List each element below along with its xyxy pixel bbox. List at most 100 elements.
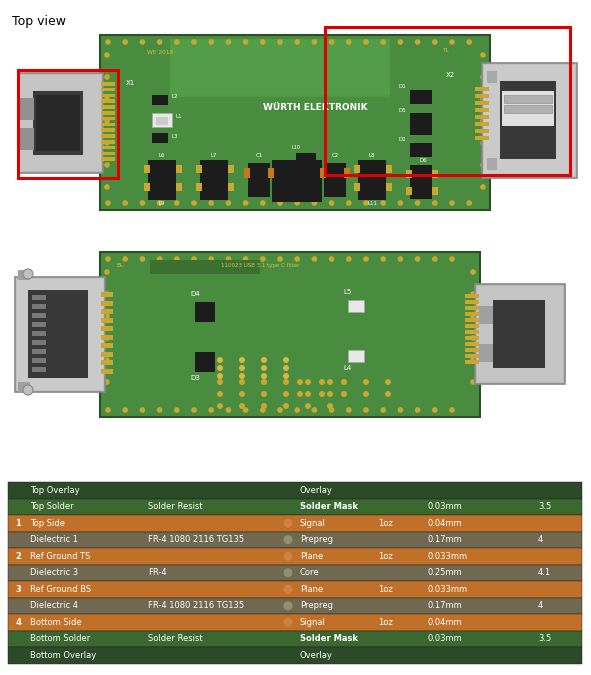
Bar (475, 284, 565, 384)
Circle shape (284, 535, 293, 544)
Circle shape (283, 379, 289, 385)
Circle shape (217, 391, 223, 397)
Circle shape (139, 407, 145, 413)
Circle shape (311, 39, 317, 45)
Bar (272, 160, 322, 202)
Circle shape (122, 256, 128, 262)
Text: 1oz: 1oz (378, 618, 393, 627)
Bar (477, 286, 563, 382)
Circle shape (104, 97, 110, 102)
Bar (228, 183, 234, 191)
Text: Ref Ground BS: Ref Ground BS (30, 585, 91, 594)
Circle shape (105, 407, 111, 413)
Circle shape (480, 118, 486, 124)
Circle shape (466, 39, 472, 45)
Text: 3.5: 3.5 (538, 502, 551, 511)
Bar (32, 313, 46, 318)
Bar (465, 354, 479, 358)
Bar (32, 322, 46, 327)
Circle shape (363, 407, 369, 413)
Bar (479, 344, 493, 362)
Bar (475, 115, 489, 119)
Circle shape (363, 379, 369, 385)
Circle shape (449, 39, 455, 45)
Circle shape (226, 39, 231, 45)
Circle shape (104, 52, 110, 58)
Bar (348, 350, 364, 362)
Circle shape (346, 256, 352, 262)
Bar (101, 140, 115, 144)
Bar (324, 163, 346, 197)
Circle shape (226, 256, 231, 262)
Bar (150, 260, 260, 274)
Text: 0.04mm: 0.04mm (428, 618, 463, 627)
Bar (195, 302, 215, 322)
Circle shape (283, 357, 289, 363)
Circle shape (432, 200, 437, 206)
Circle shape (217, 373, 223, 379)
Circle shape (415, 200, 420, 206)
Bar (148, 160, 176, 200)
Circle shape (260, 200, 265, 206)
Circle shape (311, 200, 317, 206)
Bar (475, 94, 489, 98)
Text: Dielectric 4: Dielectric 4 (30, 601, 78, 610)
Bar (196, 183, 202, 191)
Text: Top Side: Top Side (30, 519, 65, 528)
Circle shape (243, 39, 248, 45)
Circle shape (209, 39, 214, 45)
Circle shape (239, 373, 245, 379)
Circle shape (470, 313, 476, 319)
Circle shape (294, 39, 300, 45)
Circle shape (449, 200, 455, 206)
Circle shape (283, 403, 289, 409)
Text: C2: C2 (332, 153, 339, 158)
Text: 0.03mm: 0.03mm (428, 502, 463, 511)
Circle shape (346, 407, 352, 413)
Bar (8, 515, 582, 531)
Circle shape (105, 256, 111, 262)
Bar (20, 98, 34, 120)
Circle shape (284, 585, 293, 594)
Circle shape (105, 200, 111, 206)
Circle shape (283, 391, 289, 397)
Text: Solder Resist: Solder Resist (148, 502, 203, 511)
Circle shape (191, 39, 197, 45)
Circle shape (209, 407, 214, 413)
Circle shape (480, 184, 486, 190)
Text: FR-4 1080 2116 TG135: FR-4 1080 2116 TG135 (148, 535, 244, 544)
Text: X2: X2 (446, 72, 454, 78)
Bar (36, 95, 80, 151)
Circle shape (261, 391, 267, 397)
Text: 110023 USB 3.1 type C filter: 110023 USB 3.1 type C filter (221, 263, 299, 268)
Circle shape (432, 256, 437, 262)
Circle shape (104, 313, 110, 319)
Bar (475, 101, 489, 105)
Circle shape (470, 291, 476, 297)
Bar (144, 165, 150, 173)
Text: TL: TL (441, 47, 449, 53)
Text: D1: D1 (398, 84, 406, 89)
Bar (8, 499, 582, 515)
Text: D2: D2 (398, 137, 406, 142)
Circle shape (329, 39, 335, 45)
Bar (432, 187, 438, 195)
Circle shape (104, 162, 110, 168)
Bar (410, 113, 432, 135)
Circle shape (381, 200, 386, 206)
Bar (479, 306, 493, 324)
Bar (152, 133, 168, 143)
Bar (28, 290, 88, 378)
Bar (152, 95, 168, 105)
Circle shape (217, 357, 223, 363)
Circle shape (327, 391, 333, 397)
Bar (8, 647, 582, 664)
Text: Core: Core (300, 568, 320, 577)
Circle shape (398, 407, 403, 413)
Bar (176, 165, 182, 173)
Circle shape (191, 407, 197, 413)
Text: Bottom Solder: Bottom Solder (30, 634, 90, 643)
Circle shape (277, 256, 283, 262)
Text: FR-4: FR-4 (148, 568, 167, 577)
Circle shape (305, 391, 311, 397)
